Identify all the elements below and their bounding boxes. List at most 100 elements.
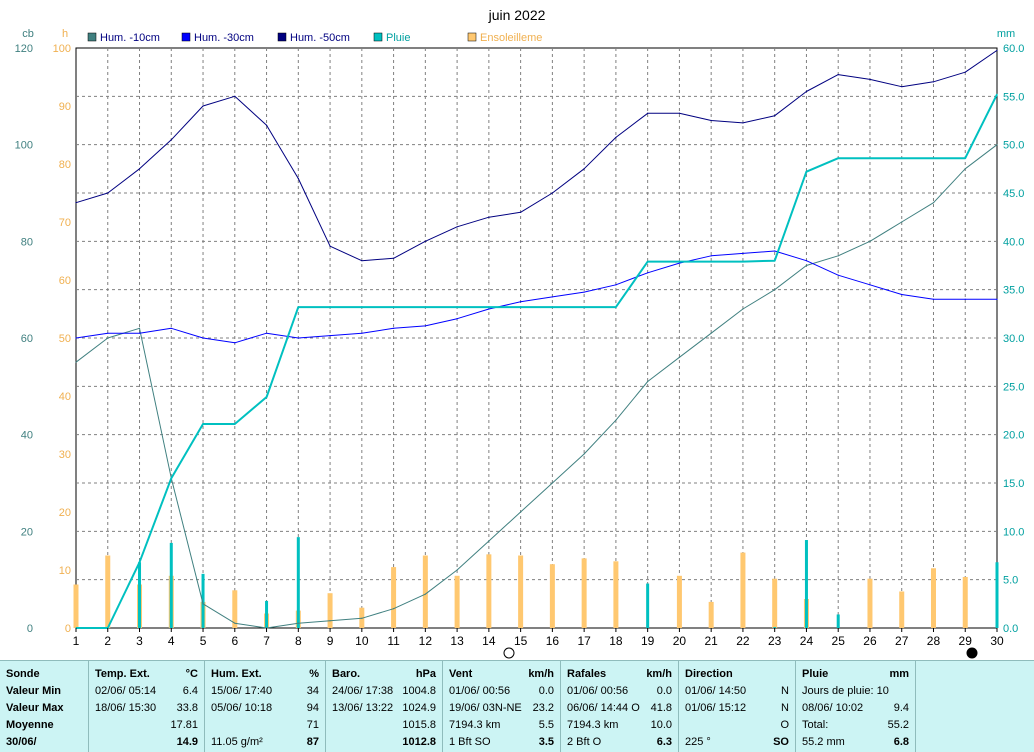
series-point (678, 356, 681, 358)
series-point (456, 569, 458, 571)
series-point (932, 81, 935, 83)
right-axis-unit: mm (997, 28, 1015, 40)
x-tick-label: 23 (768, 634, 782, 648)
series-point (869, 157, 871, 159)
rain-bar (138, 562, 142, 628)
series-point (774, 260, 776, 262)
series-point (361, 260, 363, 262)
x-tick-label: 22 (736, 634, 750, 648)
stats-cell-value: O (780, 719, 789, 731)
rain-bar (995, 562, 999, 628)
stats-cell-value: 33.8 (176, 702, 198, 714)
series-point (202, 603, 204, 605)
series-point (456, 226, 458, 228)
right-axis-tick-label: 35.0 (1003, 285, 1024, 297)
series-point (488, 306, 490, 308)
series-point (647, 272, 649, 274)
stats-col-rafales: Rafales km/h 01/06/ 00:56 0.0 06/06/ 14:44 O… (560, 661, 678, 752)
series-point (996, 49, 998, 52)
sun-axis-tick-label: 40 (59, 391, 71, 403)
stats-cell-label: 01/06/ 14:50 (685, 685, 747, 697)
chart-title: juin 2022 (488, 7, 546, 23)
x-tick-label: 3 (136, 634, 143, 648)
series-point (361, 617, 363, 619)
series-point (361, 332, 363, 334)
right-axis-tick-label: 5.0 (1003, 575, 1018, 587)
stats-unit: °C (185, 668, 198, 680)
series-point (996, 144, 998, 146)
chart-legend: Hum. -10cm Hum. -30cm Hum. -50cm Pluie Ensol… (87, 32, 542, 44)
series-point (551, 482, 553, 484)
legend-swatch (277, 32, 287, 42)
stats-cell-label: 1 Bft SO (449, 736, 491, 748)
rain-bar (169, 542, 173, 628)
series-point (964, 71, 966, 73)
row-label-sonde: Sonde (6, 668, 40, 680)
series-point (551, 306, 553, 308)
stats-title: Vent (449, 668, 473, 680)
sunshine-bar (581, 558, 587, 628)
series-line (75, 144, 998, 629)
series-point (742, 308, 744, 310)
series-point (774, 250, 776, 252)
stats-cell-value: 41.8 (650, 702, 672, 714)
stats-cell-value: 1012.8 (402, 736, 436, 748)
series-point (170, 477, 172, 479)
series-point (583, 291, 585, 293)
series-point (932, 298, 935, 300)
series-point (583, 306, 585, 308)
stats-col-temp-ext: Temp. Ext. °C 02/06/ 05:14 6.4 18/06/ 15:30 3… (88, 661, 204, 752)
series-point (615, 136, 617, 139)
x-tick-label: 29 (959, 634, 973, 648)
series-point (964, 157, 966, 159)
series-point (742, 261, 744, 263)
series-point (138, 561, 141, 563)
series-point (107, 337, 109, 339)
stats-cell-value: N (781, 685, 789, 697)
row-label-max: Valeur Max (6, 702, 64, 714)
x-tick-label: 2 (104, 634, 111, 648)
sunshine-bar (930, 568, 936, 628)
series-point (424, 325, 426, 327)
x-tick-label: 30 (990, 634, 1004, 648)
right-axis-tick-label: 55.0 (1003, 91, 1024, 103)
sun-axis-tick-label: 80 (59, 159, 71, 171)
series-point (869, 240, 871, 242)
stats-cell-value: 0.0 (656, 685, 672, 697)
sunshine-bar (486, 554, 492, 628)
legend-label: Ensoleilleme (480, 32, 542, 44)
series-point (805, 260, 808, 262)
sunshine-bar (867, 578, 873, 628)
x-tick-label: 27 (895, 634, 909, 648)
series-point (647, 380, 649, 383)
stats-cell-label: 55.2 mm (802, 736, 845, 748)
stats-unit: mm (889, 668, 909, 680)
x-tick-label: 7 (263, 634, 270, 648)
series-point (615, 419, 617, 421)
series-point (297, 306, 299, 308)
series-point (742, 122, 744, 124)
stats-title: Pluie (802, 668, 829, 680)
stats-cell-label: 225 ° (685, 736, 711, 748)
rain-bar (265, 600, 269, 628)
sun-axis-tick-label: 50 (59, 333, 71, 345)
stats-cell-label: 13/06/ 13:22 (332, 702, 394, 714)
rain-bar (773, 627, 777, 628)
series-point (361, 306, 363, 308)
series-lines (75, 49, 998, 629)
series-point (932, 157, 935, 159)
right-axis-tick-label: 30.0 (1003, 333, 1024, 345)
series-point (996, 298, 998, 300)
series-point (75, 202, 77, 204)
series-point (520, 511, 522, 513)
series-point (520, 211, 522, 213)
x-tick-label: 18 (609, 634, 623, 648)
stats-cell-value: 1015.8 (402, 719, 436, 731)
series-point (75, 361, 77, 363)
x-tick-label: 9 (327, 634, 334, 648)
stats-unit: km/h (528, 668, 554, 680)
stats-title: Direction (685, 668, 733, 680)
full-moon-icon (503, 647, 515, 659)
stats-cell-label: 01/06/ 00:56 (567, 685, 629, 697)
row-label-min: Valeur Min (6, 685, 62, 697)
